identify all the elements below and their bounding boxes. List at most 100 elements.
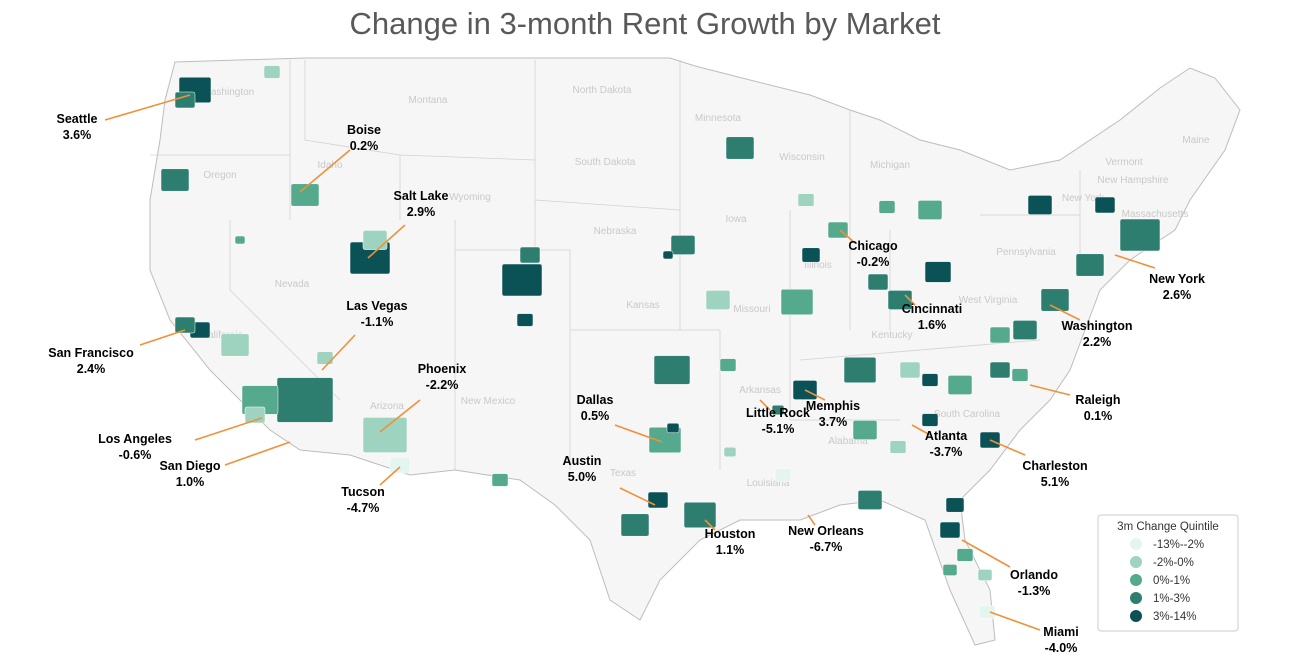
market-name: Los Angeles — [98, 432, 172, 446]
state-label: Illinois — [804, 260, 832, 271]
market-name: San Francisco — [48, 346, 134, 360]
state-label: Oregon — [203, 170, 236, 181]
state-label: Arizona — [370, 401, 404, 412]
market-area — [647, 491, 669, 509]
market-area — [843, 356, 877, 384]
leader-line — [321, 334, 356, 371]
market-area — [801, 247, 821, 263]
market-name: Miami — [1043, 625, 1078, 639]
market-change: -1.3% — [1018, 584, 1051, 598]
legend-label: 1%-3% — [1153, 593, 1190, 605]
leader-line — [104, 94, 191, 121]
state-label: New York — [1062, 193, 1105, 204]
market-area — [945, 497, 965, 513]
state-label: Kentucky — [871, 330, 912, 341]
leader-line — [839, 229, 856, 244]
state-label: West Virginia — [959, 295, 1018, 306]
leader-line — [759, 399, 771, 411]
market-area — [857, 490, 883, 510]
market-name: Las Vegas — [346, 299, 407, 313]
market-area — [921, 413, 939, 427]
market-area — [1027, 195, 1053, 215]
market-area — [852, 420, 878, 440]
market-change: 0.5% — [581, 409, 610, 423]
leader-line — [989, 439, 1026, 456]
state-label: Nebraska — [594, 226, 637, 237]
market-change: -4.0% — [1045, 641, 1078, 655]
market-area — [501, 263, 543, 297]
leader-line — [904, 294, 916, 306]
market-area — [666, 422, 680, 434]
market-name: Orlando — [1010, 568, 1058, 582]
leader-line — [619, 487, 656, 506]
leader-line — [911, 424, 931, 436]
market-area — [956, 548, 974, 562]
market-change: 2.4% — [77, 362, 106, 376]
market-area — [1094, 196, 1116, 214]
leader-line — [299, 149, 351, 193]
market-name: Little Rock — [746, 406, 810, 420]
market-area — [921, 373, 939, 387]
legend-swatch — [1130, 574, 1142, 586]
market-area — [939, 521, 961, 539]
market-area — [771, 404, 785, 416]
map-title: Change in 3-month Rent Growth by Market — [350, 6, 941, 41]
market-change: -6.7% — [810, 540, 843, 554]
market-area — [899, 361, 921, 379]
market-change: -2.2% — [426, 378, 459, 392]
market-area — [290, 183, 320, 207]
market-area — [491, 473, 509, 487]
market-area — [978, 605, 996, 619]
leader-line — [1114, 254, 1156, 269]
market-name: Raleigh — [1075, 393, 1120, 407]
market-change: -0.6% — [119, 448, 152, 462]
market-name: Tucson — [341, 485, 385, 499]
legend-label: -13%--2% — [1153, 539, 1204, 551]
market-area — [942, 564, 958, 576]
market-name: Boise — [347, 123, 381, 137]
market-area — [878, 200, 896, 214]
market-area — [827, 221, 849, 239]
market-name: Dallas — [577, 393, 614, 407]
market-change: -0.2% — [857, 255, 890, 269]
state-label: South Carolina — [934, 409, 1001, 420]
market-area — [774, 468, 792, 482]
market-area — [797, 193, 815, 207]
state-label: Maine — [1182, 135, 1210, 146]
state-label: Nevada — [275, 279, 310, 290]
leader-line — [139, 329, 186, 346]
legend-items: -13%--2% -2%-0% 0%-1% 1%-3% 3%-14% — [1130, 538, 1204, 623]
market-area — [648, 426, 682, 454]
market-name: Cincinnati — [902, 302, 962, 316]
market-area — [1040, 288, 1070, 312]
market-area — [989, 361, 1011, 379]
market-area — [977, 569, 993, 581]
market-change: 1.6% — [918, 318, 947, 332]
market-name: Memphis — [806, 399, 860, 413]
legend-swatch — [1130, 556, 1142, 568]
market-area — [220, 333, 250, 357]
market-name: Charleston — [1022, 459, 1087, 473]
market-name: Houston — [705, 527, 756, 541]
market-name: New Orleans — [788, 524, 864, 538]
market-area — [362, 230, 388, 250]
state-label: Alabama — [828, 436, 868, 447]
market-change: 3.6% — [63, 128, 92, 142]
leader-lines — [104, 94, 1156, 631]
market-areas — [160, 65, 1161, 619]
market-change: 5.0% — [568, 470, 597, 484]
market-area — [276, 377, 334, 423]
state-label: Iowa — [725, 214, 747, 225]
state-label: Minnesota — [695, 113, 742, 124]
market-area — [160, 168, 190, 192]
state-label: South Dakota — [575, 157, 636, 168]
legend-swatch — [1130, 538, 1142, 550]
market-change: 0.1% — [1084, 409, 1113, 423]
market-area — [174, 316, 196, 334]
market-change: 1.1% — [716, 543, 745, 557]
market-area — [263, 65, 281, 79]
state-label: Vermont — [1105, 157, 1142, 168]
market-name: San Diego — [159, 459, 220, 473]
market-change: 1.0% — [176, 475, 205, 489]
